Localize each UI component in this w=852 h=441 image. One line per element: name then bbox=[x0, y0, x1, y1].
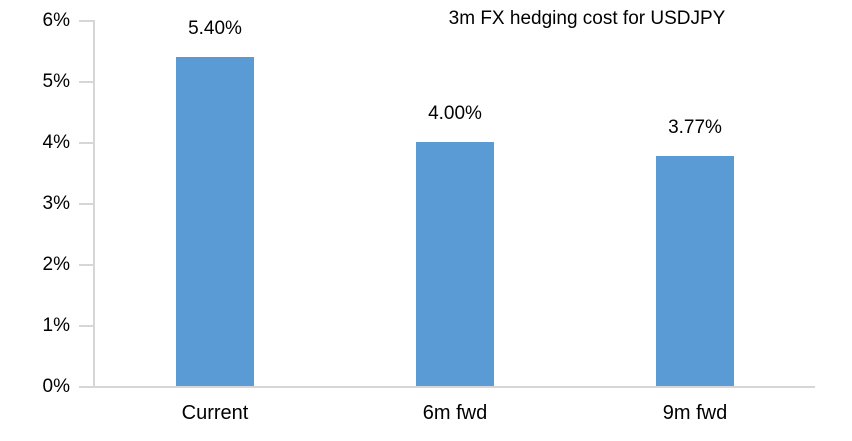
y-axis-label: 5% bbox=[42, 71, 70, 92]
x-axis-line bbox=[93, 386, 815, 388]
y-axis-label: 0% bbox=[42, 376, 70, 397]
y-tick bbox=[79, 386, 95, 388]
y-tick bbox=[79, 325, 95, 327]
bar bbox=[416, 142, 494, 386]
chart-title: 3m FX hedging cost for USDJPY bbox=[448, 8, 726, 29]
bar bbox=[656, 156, 734, 386]
bar-value-label: 3.77% bbox=[668, 117, 722, 139]
bar-value-label: 4.00% bbox=[428, 103, 482, 124]
y-tick bbox=[79, 20, 95, 22]
y-axis-label: 6% bbox=[42, 10, 70, 31]
x-category-label: Current bbox=[181, 402, 249, 424]
y-axis-label: 3% bbox=[42, 193, 70, 214]
bar-value-label: 5.40% bbox=[188, 17, 242, 39]
bar bbox=[176, 56, 254, 386]
y-axis-label: 2% bbox=[42, 254, 70, 275]
y-axis-label: 4% bbox=[42, 132, 70, 153]
x-category-label: 9m fwd bbox=[662, 402, 728, 424]
y-axis-label: 1% bbox=[42, 315, 70, 336]
x-category-label: 6m fwd bbox=[422, 402, 488, 424]
y-tick bbox=[79, 264, 95, 266]
y-tick bbox=[79, 81, 95, 83]
y-tick bbox=[79, 142, 95, 144]
y-tick bbox=[79, 203, 95, 205]
